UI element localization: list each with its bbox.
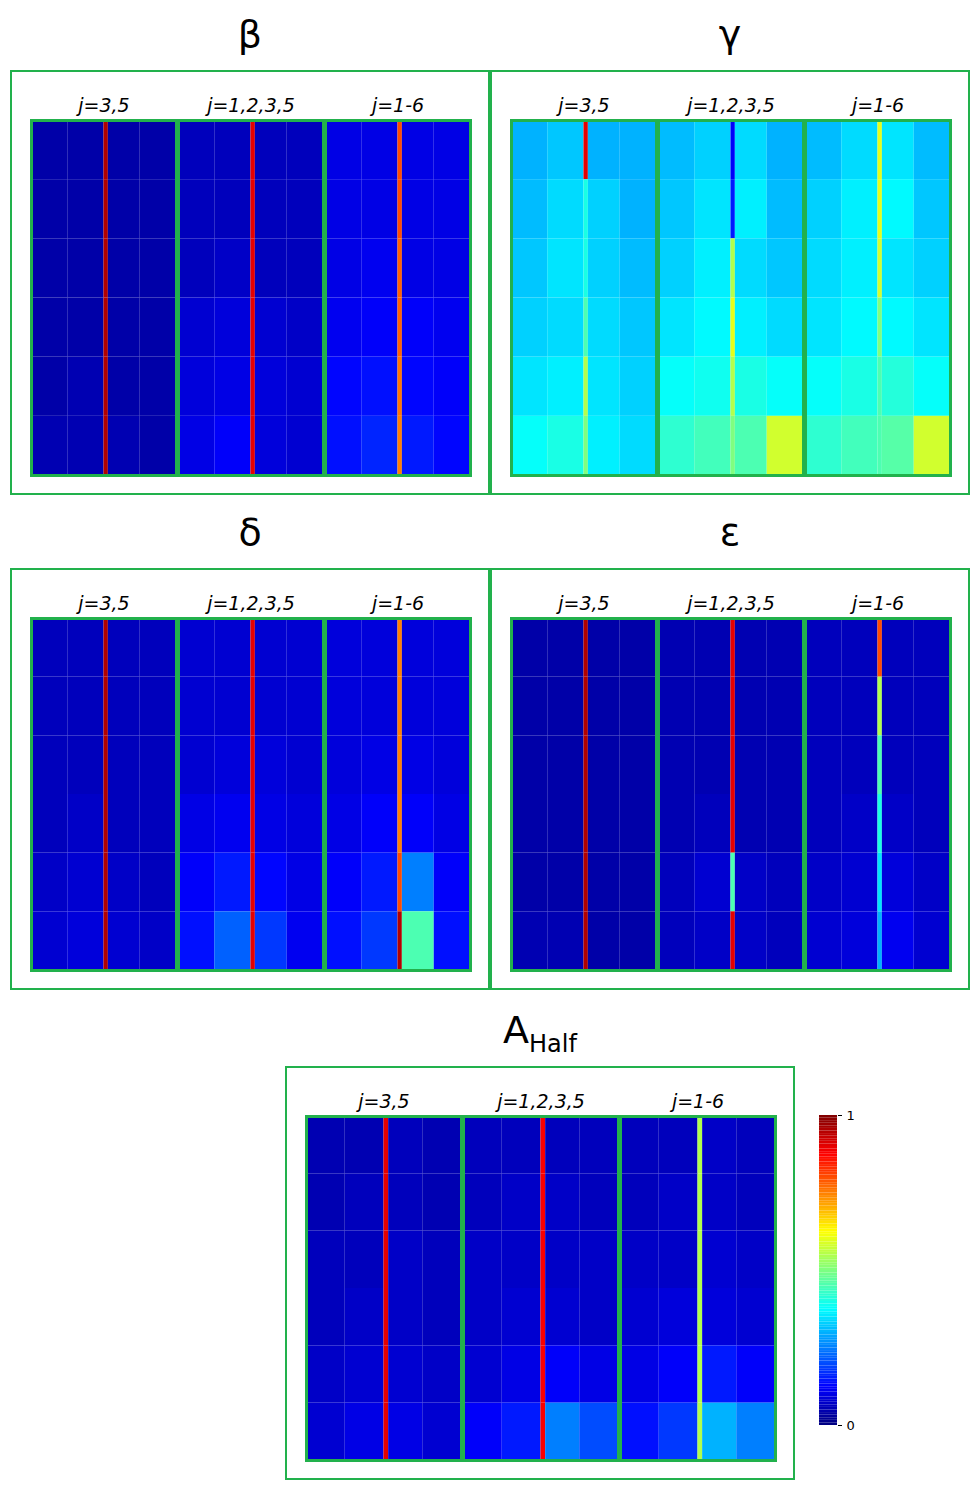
- svg-text:j=1,2,3,5: j=1,2,3,5: [494, 1090, 585, 1112]
- svg-text:0: 0: [847, 1418, 855, 1433]
- svg-text:j=1-6: j=1-6: [849, 94, 904, 116]
- html-text:AHalf: AHalf: [503, 1008, 577, 1058]
- svg-text:j=3,5: j=3,5: [555, 592, 609, 614]
- svg-text:j=3,5: j=3,5: [75, 592, 129, 614]
- html-text:ε: ε: [719, 510, 741, 554]
- svg-text:j=1,2,3,5: j=1,2,3,5: [684, 94, 775, 116]
- svg-text:j=1-6: j=1-6: [849, 592, 904, 614]
- svg-text:j=3,5: j=3,5: [555, 94, 609, 116]
- svg-text:j=1,2,3,5: j=1,2,3,5: [684, 592, 775, 614]
- html-text:β: β: [237, 12, 263, 56]
- svg-text:j=1-6: j=1-6: [369, 94, 424, 116]
- html-text:δ: δ: [238, 510, 262, 554]
- html-text:γ: γ: [718, 12, 742, 56]
- svg-text:j=1,2,3,5: j=1,2,3,5: [204, 94, 295, 116]
- svg-text:j=1,2,3,5: j=1,2,3,5: [204, 592, 295, 614]
- svg-text:j=1-6: j=1-6: [369, 592, 424, 614]
- svg-text:j=3,5: j=3,5: [75, 94, 129, 116]
- svg-text:j=1-6: j=1-6: [669, 1090, 724, 1112]
- svg-text:j=3,5: j=3,5: [355, 1090, 409, 1112]
- svg-text:1: 1: [847, 1108, 855, 1123]
